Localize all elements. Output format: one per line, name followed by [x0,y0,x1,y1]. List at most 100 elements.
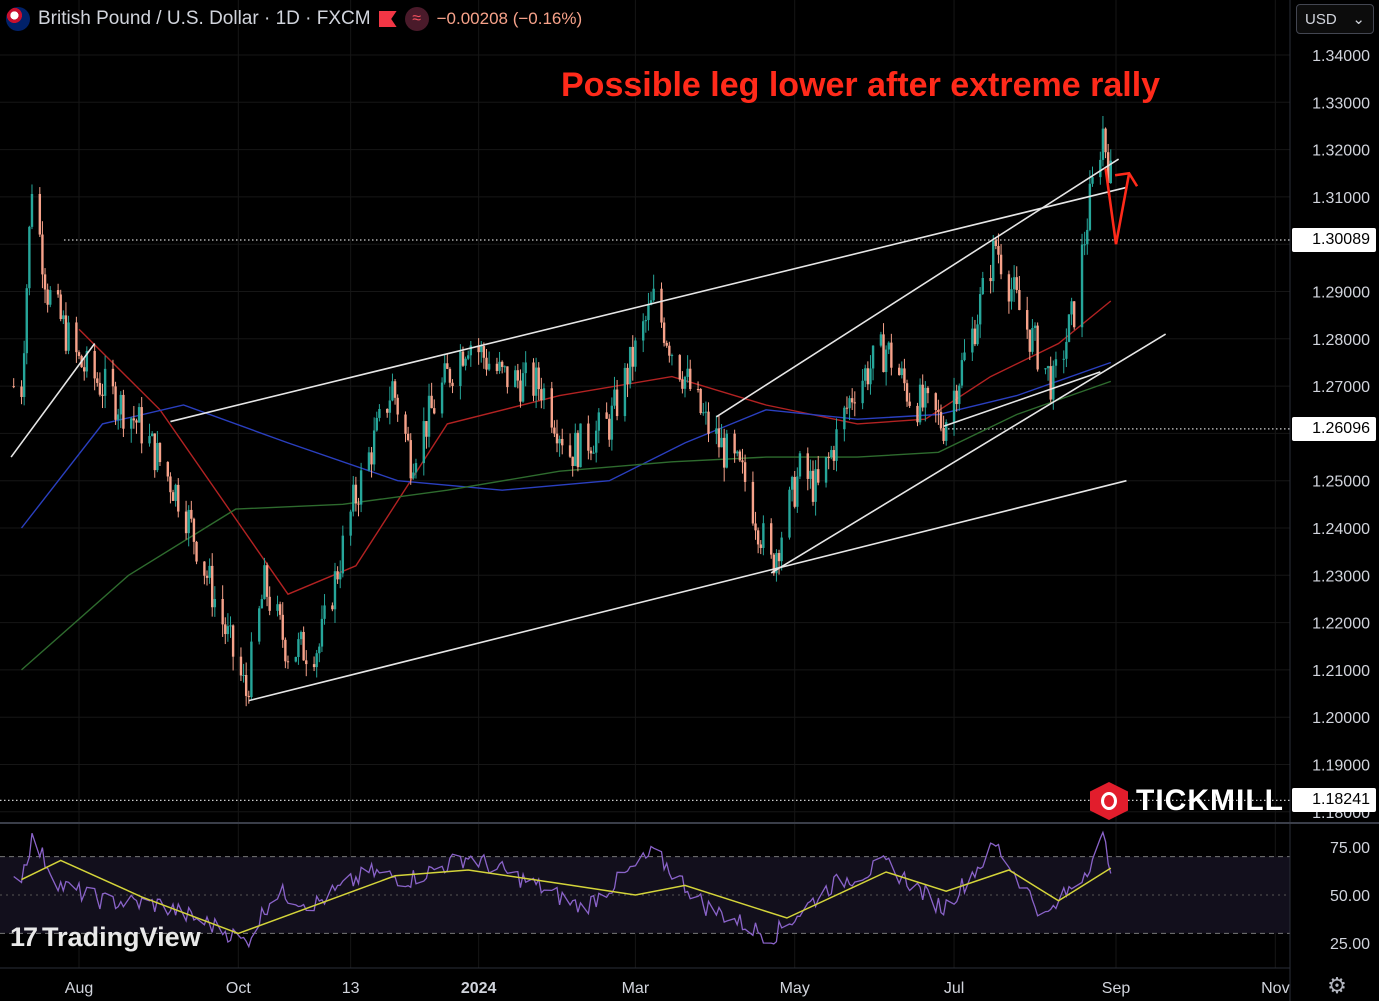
candle [114,381,117,425]
candle [845,396,849,415]
candle [890,333,893,376]
candle-body [148,436,151,444]
candle [1080,233,1084,338]
candle-body [900,368,904,376]
candle-body [516,370,520,381]
tickmill-mark-icon [1090,782,1128,820]
candle [349,509,352,546]
candle [367,446,371,472]
candle-body [247,695,250,698]
candle-body [811,470,815,502]
rsi-panel [0,830,1290,949]
price-tag-middle: 1.26096 [1292,416,1376,441]
trendlines[interactable] [10,158,1167,702]
candle [900,361,904,379]
candle-body [916,405,919,423]
candle-body [140,407,143,444]
candle [678,354,681,382]
candle-body [660,288,663,323]
x-tick-label: Oct [226,980,251,997]
candle-body [404,414,407,434]
candle-body [1080,244,1084,328]
candle [281,602,284,648]
candle [973,319,977,347]
candle [158,442,162,467]
candle [41,221,44,289]
candle-body [587,423,590,451]
candle [644,315,648,333]
settings-gear-icon[interactable]: ⚙ [1327,973,1347,998]
candle-body [613,389,616,406]
price-tag-lower: 1.18241 [1292,788,1376,813]
candle-body [1018,290,1021,311]
candle-body [696,388,700,390]
candle [937,399,940,425]
candle [59,289,62,322]
candle [921,374,924,412]
candle [976,314,979,346]
candle [83,357,86,381]
candle-body [41,234,44,275]
rsi-tick-label: 25.00 [1330,936,1370,953]
candle [725,429,728,469]
tradingview-logo[interactable]: 17 TradingView [10,922,201,953]
candle-body [952,390,956,423]
candle [832,445,836,470]
trendline [715,158,1120,418]
wave-icon[interactable]: ≈ [404,7,429,31]
candle-body [150,433,154,437]
candle [1109,149,1112,184]
flag-marker-icon[interactable] [378,11,397,27]
symbol-header[interactable]: British Pound / U.S. Dollar · 1D · FXCM … [6,6,582,32]
candle-body [1088,183,1092,230]
candle-body [918,384,922,423]
candle-body [678,355,681,380]
candle-body [349,511,352,536]
candle-body [315,653,318,668]
candle [265,562,269,607]
candle-body [98,382,102,395]
candle [597,408,601,444]
trendline [170,186,1127,423]
candle-body [339,573,342,580]
candle-body [302,631,305,661]
candle-body [467,355,470,359]
candle-body [440,382,444,414]
candle-body [130,418,133,429]
candle-body [56,290,60,295]
candles [12,115,1112,707]
candle [190,500,193,523]
candle [153,433,156,478]
candle [811,460,815,506]
candle [696,381,700,393]
currency-select[interactable]: USD ⌄ [1296,4,1374,34]
candle-body [101,394,104,396]
candle-body [205,575,209,578]
candle-body [981,277,984,295]
x-tick-label: 13 [342,980,360,997]
candle-body [971,328,974,353]
candle [848,395,851,421]
candle [796,467,799,513]
candle-body [571,456,574,467]
candle-body [132,418,136,421]
candle-body [845,407,849,409]
candle [464,356,467,371]
candle-body [208,565,211,578]
candle [404,411,407,443]
candle-body [96,378,99,383]
y-tick-label: 1.21000 [1312,663,1370,680]
candle-body [1091,177,1094,184]
candle-body [1073,301,1076,328]
candle-body [1025,310,1029,330]
candle-body [195,541,198,562]
candle-body [211,565,214,608]
candle [393,379,397,405]
candle-body [960,360,964,386]
candle-body [934,393,937,410]
candle [939,404,943,432]
candle-body [955,390,958,405]
candle-body [406,433,410,441]
candle-body [827,457,830,459]
